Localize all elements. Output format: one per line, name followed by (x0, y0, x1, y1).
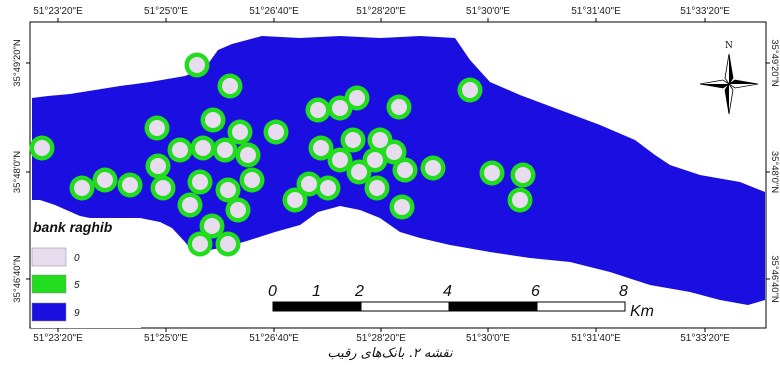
scale-label-2: 2 (354, 283, 364, 300)
bank-buffer-inner (230, 202, 246, 218)
top-longitude-labels: 51°23'20"E 51°25'0"E 51°26'40"E 51°28'20… (33, 6, 730, 17)
legend: bank raghib 0 5 9 (31, 218, 141, 328)
bank-buffer-inner (372, 132, 388, 148)
map-frame: bank raghib 0 5 9 0 1 2 4 6 8 Km N 51°23 (12, 6, 780, 344)
left-tick-label: 35°46'40"N (12, 255, 23, 303)
bottom-tick-label: 51°33'20"E (680, 333, 730, 344)
right-latitude-labels: 35°49'20"N 35°48'0"N 35°46'40"N (769, 39, 780, 303)
bank-buffer-inner (484, 165, 500, 181)
bank-buffer-inner (397, 162, 413, 178)
legend-swatch-0 (31, 247, 67, 267)
bottom-tick-label: 51°26'40"E (249, 333, 299, 344)
bank-buffer-inner (192, 174, 208, 190)
bank-buffer-inner (301, 176, 317, 192)
bank-buffer-inner (232, 124, 248, 140)
bank-buffer-inner (192, 236, 208, 252)
top-tick-label: 51°30'0"E (466, 6, 510, 17)
bank-buffer-inner (391, 99, 407, 115)
bank-buffer-inner (462, 82, 478, 98)
legend-label-9: 9 (74, 308, 80, 319)
bank-buffer-inner (313, 140, 329, 156)
bank-buffer-inner (386, 144, 402, 160)
bank-buffer-inner (155, 180, 171, 196)
top-tick-label: 51°26'40"E (249, 6, 299, 17)
bank-buffer-inner (204, 218, 220, 234)
legend-swatch-9 (31, 302, 67, 322)
bank-buffer-inner (244, 172, 260, 188)
right-tick-label: 35°46'40"N (769, 255, 780, 303)
top-tick-label: 51°31'40"E (571, 6, 621, 17)
scale-label-8: 8 (619, 283, 628, 300)
bank-buffer-inner (515, 167, 531, 183)
scale-segment-2 (360, 301, 450, 312)
bank-buffer-inner (172, 142, 188, 158)
bank-buffer-inner (240, 147, 256, 163)
bank-buffer-inner (217, 142, 233, 158)
bank-buffer-inner (287, 192, 303, 208)
bank-buffer-inner (345, 132, 361, 148)
scale-label-4: 4 (443, 283, 452, 300)
map-canvas: bank raghib 0 5 9 0 1 2 4 6 8 Km N 51°23 (12, 6, 780, 344)
bottom-tick-label: 51°31'40"E (571, 333, 621, 344)
bank-buffer-inner (369, 180, 385, 196)
bank-buffer-inner (97, 172, 113, 188)
bank-buffer-inner (74, 180, 90, 196)
scale-unit: Km (630, 303, 654, 320)
bank-buffer-inner (367, 152, 383, 168)
right-tick-label: 35°48'0"N (769, 151, 780, 193)
left-tick-label: 35°49'20"N (12, 39, 23, 87)
left-tick-label: 35°48'0"N (12, 151, 23, 193)
right-tick-label: 35°49'20"N (769, 39, 780, 87)
north-arrow-icon: N (699, 41, 759, 115)
left-latitude-labels: 35°49'20"N 35°48'0"N 35°46'40"N (12, 39, 23, 303)
bank-buffer-inner (220, 236, 236, 252)
bank-buffer-inner (182, 197, 198, 213)
bank-buffer-inner (149, 120, 165, 136)
bottom-tick-label: 51°30'0"E (466, 333, 510, 344)
bottom-tick-label: 51°28'20"E (356, 333, 406, 344)
scale-segment-1 (272, 301, 362, 312)
top-tick-label: 51°28'20"E (356, 6, 406, 17)
bank-buffer-inner (222, 78, 238, 94)
bank-buffer-inner (310, 102, 326, 118)
scale-label-1: 1 (312, 283, 321, 300)
legend-label-5: 5 (74, 280, 80, 291)
top-tick-label: 51°33'20"E (680, 6, 730, 17)
legend-swatch-5 (31, 274, 67, 294)
bank-buffer-inner (268, 124, 284, 140)
scale-label-0: 0 (268, 283, 277, 300)
bank-buffer-inner (332, 152, 348, 168)
bottom-tick-label: 51°25'0"E (144, 333, 188, 344)
bank-buffer-inner (220, 182, 236, 198)
scale-segment-4 (536, 301, 626, 312)
bank-buffer-inner (195, 140, 211, 156)
figure-caption: نقشه ۲. بانک‌های رقیب (327, 346, 453, 361)
bank-buffer-inner (34, 140, 50, 156)
bank-buffer-inner (351, 164, 367, 180)
bank-buffer-inner (320, 180, 336, 196)
bank-buffer-zones (29, 52, 536, 257)
bottom-tick-label: 51°23'20"E (33, 333, 83, 344)
scale-bar: 0 1 2 4 6 8 Km (268, 283, 654, 320)
bank-buffer-inner (349, 90, 365, 106)
bank-buffer-inner (150, 158, 166, 174)
top-tick-label: 51°23'20"E (33, 6, 83, 17)
legend-title: bank raghib (33, 219, 113, 235)
bottom-longitude-labels: 51°23'20"E 51°25'0"E 51°26'40"E 51°28'20… (33, 333, 730, 344)
graticule-ticks (26, 18, 770, 332)
bank-buffer-inner (122, 177, 138, 193)
legend-label-0: 0 (74, 253, 80, 264)
scale-segment-3 (448, 301, 538, 312)
top-tick-label: 51°25'0"E (144, 6, 188, 17)
bank-buffer-inner (394, 199, 410, 215)
scale-label-6: 6 (531, 283, 540, 300)
north-label: N (725, 41, 733, 51)
bank-buffer-inner (205, 112, 221, 128)
bank-buffer-inner (332, 100, 348, 116)
bank-buffer-inner (189, 57, 205, 73)
bank-buffer-inner (425, 160, 441, 176)
bank-buffer-inner (512, 192, 528, 208)
